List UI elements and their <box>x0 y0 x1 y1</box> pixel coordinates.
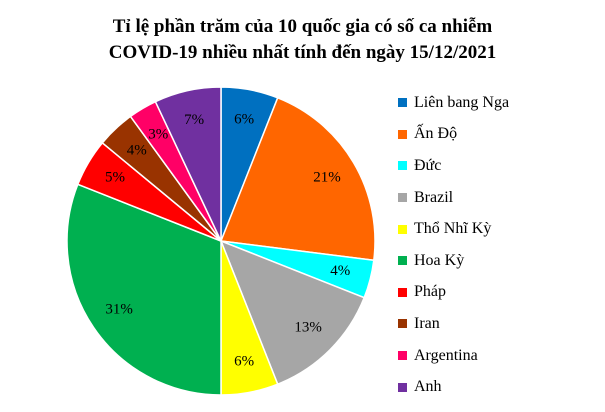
legend-item-8: Iran <box>398 308 509 340</box>
legend-item-3: Đức <box>398 150 509 182</box>
legend-label-10: Anh <box>414 378 442 396</box>
pie-slice-6 <box>66 183 222 396</box>
pie-slice-2 <box>219 96 376 262</box>
legend-label-1: Liên bang Nga <box>414 93 510 111</box>
legend-label-9: Argentina <box>414 346 478 364</box>
data-label-10: 7% <box>184 112 204 128</box>
pie-data-labels: 6%21%4%13%6%31%5%4%3%7% <box>105 111 350 369</box>
legend-item-9: Argentina <box>398 340 509 372</box>
legend-label-6: Hoa Kỳ <box>414 251 465 269</box>
legend-swatch-9 <box>398 351 407 361</box>
legend-label-5: Thổ Nhĩ Kỳ <box>414 220 492 238</box>
legend-item-1: Liên bang Nga <box>398 87 509 119</box>
chart-title-line-2: COVID-19 nhiều nhất tính đến ngày 15/12/… <box>108 42 497 63</box>
legend-label-7: Pháp <box>414 283 446 301</box>
legend-item-5: Thổ Nhĩ Kỳ <box>398 213 509 245</box>
pie-slices <box>66 86 376 396</box>
legend-item-10: Anh <box>398 371 509 403</box>
data-label-6: 31% <box>105 302 133 318</box>
legend-swatch-1 <box>398 98 407 108</box>
pie-slice-4 <box>219 239 366 386</box>
legend-label-4: Brazil <box>414 188 454 206</box>
legend-swatch-7 <box>398 287 407 297</box>
legend-swatch-3 <box>398 161 407 171</box>
chart-title: Tỉ lệ phần trăm của 10 quốc gia có số ca… <box>0 14 605 66</box>
legend-swatch-2 <box>398 129 407 139</box>
data-label-3: 4% <box>330 263 350 279</box>
data-label-2: 21% <box>313 170 341 186</box>
legend-item-7: Pháp <box>398 277 509 309</box>
legend-label-2: Ấn Độ <box>414 125 458 143</box>
legend-label-8: Iran <box>414 314 440 332</box>
chart-title-line-1: Tỉ lệ phần trăm của 10 quốc gia có số ca… <box>112 16 493 37</box>
legend-swatch-8 <box>398 319 407 329</box>
legend: Liên bang Nga Ấn Độ Đức Brazil Thổ Nhĩ Kỳ Hoa… <box>398 87 509 403</box>
legend-swatch-4 <box>398 193 407 203</box>
legend-item-2: Ấn Độ <box>398 119 509 151</box>
legend-item-4: Brazil <box>398 182 509 214</box>
legend-label-3: Đức <box>414 156 442 174</box>
data-label-5: 6% <box>234 353 254 369</box>
legend-swatch-5 <box>398 224 407 234</box>
pie-slice-10 <box>154 86 222 242</box>
data-label-1: 6% <box>234 111 254 127</box>
data-label-9: 3% <box>148 126 168 142</box>
legend-swatch-10 <box>398 382 407 392</box>
legend-swatch-6 <box>398 256 407 266</box>
data-label-7: 5% <box>105 170 125 186</box>
data-label-4: 13% <box>294 320 322 336</box>
legend-item-6: Hoa Kỳ <box>398 245 509 277</box>
data-label-8: 4% <box>127 143 147 159</box>
